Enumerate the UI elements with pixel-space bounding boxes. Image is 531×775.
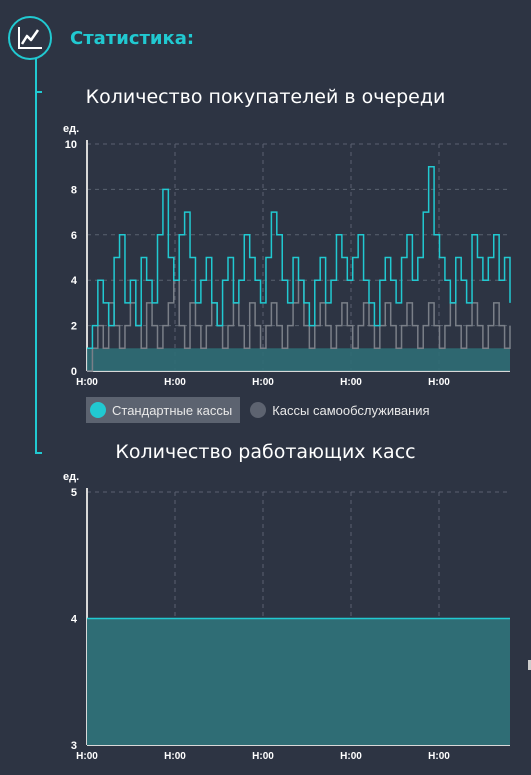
checkouts-y-axis-label: ед. <box>63 471 79 483</box>
queue-ytick-label: 10 <box>65 139 77 151</box>
checkouts-ytick-label: 3 <box>71 740 77 752</box>
queue-xtick-label: H:00 <box>428 377 450 388</box>
connector-tick <box>35 91 42 93</box>
queue-ytick-label: 4 <box>71 275 78 287</box>
checkouts-xtick-label: H:00 <box>340 751 362 762</box>
legend-dot-self-service <box>250 402 267 418</box>
checkouts-xtick-label: H:00 <box>76 751 98 762</box>
legend-item-standard[interactable]: Стандартные кассы <box>86 397 241 423</box>
queue-xtick-label: H:00 <box>252 377 274 388</box>
series-standard-line <box>87 165 511 350</box>
legend-label-standard: Стандартные кассы <box>112 402 233 418</box>
checkouts-chart-title: Количество работающих касс <box>115 441 416 463</box>
statistics-title: Статистика: <box>70 27 195 49</box>
queue-y-axis-label: ед. <box>63 123 79 135</box>
legend-item-self-service[interactable]: Кассы самообслуживания <box>246 397 437 423</box>
line-chart-icon[interactable] <box>8 16 52 60</box>
checkouts-xtick-label: H:00 <box>252 751 274 762</box>
checkouts-ytick-label: 5 <box>71 487 77 499</box>
queue-chart-legend: Стандартные кассы Кассы самообслуживания <box>86 397 438 423</box>
queue-xtick-label: H:00 <box>340 377 362 388</box>
queue-ytick-label: 8 <box>71 184 77 196</box>
queue-xtick-label: H:00 <box>164 377 186 388</box>
queue-xtick-label: H:00 <box>76 377 98 388</box>
checkouts-area <box>87 618 510 745</box>
queue-ytick-label: 6 <box>71 230 77 242</box>
scroll-indicator <box>528 660 531 670</box>
checkouts-xtick-label: H:00 <box>428 751 450 762</box>
queue-chart-title: Количество покупателей в очереди <box>85 86 446 108</box>
connector-tick <box>35 452 42 454</box>
legend-label-self-service: Кассы самообслуживания <box>272 402 430 418</box>
queue-ytick-label: 0 <box>71 366 77 378</box>
legend-dot-standard <box>90 402 106 418</box>
queue-base-area <box>87 348 510 371</box>
queue-ytick-label: 2 <box>71 321 77 333</box>
timeline-connector <box>35 58 37 454</box>
statistics-header: Статистика: <box>8 14 194 62</box>
checkouts-xtick-label: H:00 <box>164 751 186 762</box>
queue-chart: 0 2 4 6 8 10 H:00 H:00 H:00 H:00 H:00 ед. <box>63 123 511 388</box>
checkouts-ytick-label: 4 <box>71 614 78 626</box>
